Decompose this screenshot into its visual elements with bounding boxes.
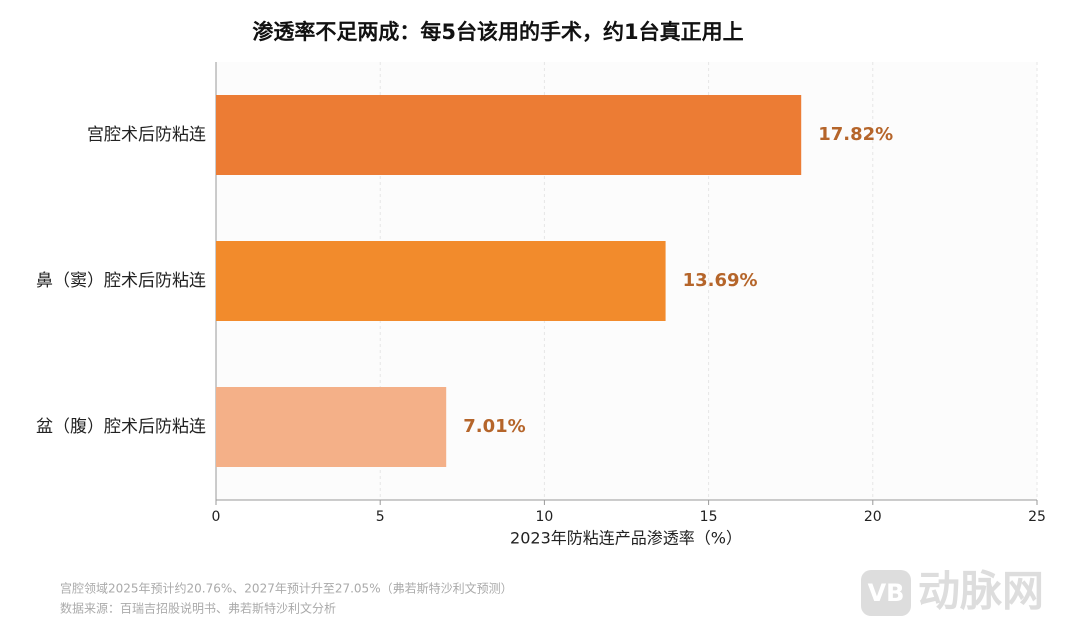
x-axis-label: 2023年防粘连产品渗透率（%） bbox=[510, 529, 742, 548]
x-tick-label: 15 bbox=[700, 509, 718, 525]
note: 宫腔领域2025年预计约20.76%、2027年预计升至27.05%（弗若斯特沙… bbox=[60, 581, 513, 596]
note: 数据来源：百瑞吉招股说明书、弗若斯特沙利文分析 bbox=[60, 601, 336, 616]
x-tick-label: 20 bbox=[864, 509, 882, 525]
data-label: 17.82% bbox=[818, 124, 893, 145]
x-tick-label: 25 bbox=[1028, 509, 1046, 525]
y-tick-label: 宫腔术后防粘连 bbox=[87, 125, 206, 145]
y-tick-label: 鼻（窦）腔术后防粘连 bbox=[36, 271, 206, 291]
data-label: 13.69% bbox=[683, 270, 758, 291]
watermark: 动脉网 bbox=[918, 567, 1044, 616]
logo: VB bbox=[868, 579, 905, 607]
data-label: 7.01% bbox=[463, 416, 525, 437]
x-tick-label: 5 bbox=[376, 509, 385, 525]
x-tick-label: 10 bbox=[535, 509, 553, 525]
bar bbox=[216, 95, 802, 175]
y-tick-label: 盆（腹）腔术后防粘连 bbox=[36, 417, 206, 437]
logo-box bbox=[861, 570, 911, 616]
bar bbox=[216, 387, 447, 467]
chart-title: 渗透率不足两成：每5台该用的手术，约1台真正用上 bbox=[252, 20, 743, 44]
x-tick-label: 0 bbox=[212, 509, 221, 525]
bar bbox=[216, 241, 666, 321]
